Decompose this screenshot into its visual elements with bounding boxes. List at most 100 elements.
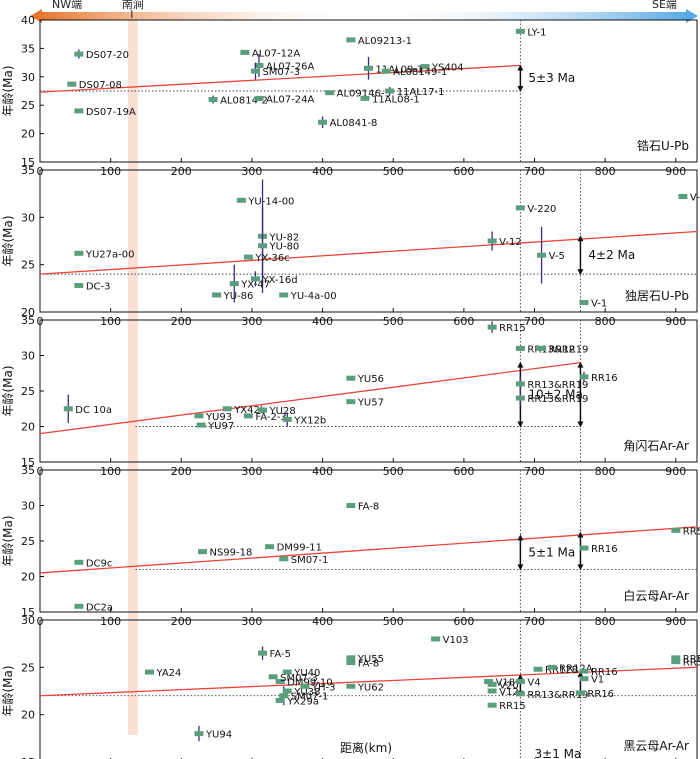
y-tick-label: 25 xyxy=(21,661,35,674)
data-point xyxy=(487,238,497,244)
data-point xyxy=(537,345,547,351)
x-tick-label: 600 xyxy=(453,315,474,328)
point-label: YU94 xyxy=(205,730,232,741)
point-label: YX12b xyxy=(293,415,326,426)
data-point xyxy=(487,702,497,708)
y-tick-label: 35 xyxy=(21,42,35,55)
y-tick-label: 25 xyxy=(21,385,35,398)
data-point xyxy=(515,381,525,387)
point-label: 11AL09-1 xyxy=(376,64,424,75)
nanjian-band xyxy=(127,20,138,735)
point-label: V-12 xyxy=(499,237,522,248)
y-tick-label: 20 xyxy=(21,421,35,434)
point-label: YX-16d xyxy=(261,275,297,286)
data-point xyxy=(275,697,285,703)
x-tick-label: 900 xyxy=(665,465,686,478)
data-point xyxy=(194,731,204,737)
se-label: SE端 xyxy=(652,0,677,11)
arrow-up-icon xyxy=(577,361,584,368)
point-label: FA-8 xyxy=(358,659,379,670)
y-tick-label: 30 xyxy=(21,71,35,84)
y-tick-label: 15 xyxy=(21,606,35,619)
se-gradient-bar xyxy=(370,12,686,20)
point-label: AL0841-8 xyxy=(330,118,378,129)
x-tick-label: 700 xyxy=(524,315,545,328)
data-point xyxy=(484,679,494,685)
nw-label: NW端 xyxy=(52,0,82,11)
data-point xyxy=(575,690,585,696)
x-tick-label: 200 xyxy=(171,315,192,328)
point-label: YU27a-00 xyxy=(85,249,135,260)
y-tick-label: 15 xyxy=(21,756,35,759)
point-label: RR15 xyxy=(499,323,526,334)
x-tick-label: 300 xyxy=(241,165,262,178)
x-tick-label: 500 xyxy=(383,165,404,178)
point-label: DC-3 xyxy=(86,281,111,292)
data-point xyxy=(385,88,395,94)
y-axis-label: 年龄(Ma) xyxy=(1,215,15,266)
data-point xyxy=(381,68,391,74)
data-point xyxy=(579,676,589,682)
point-label: V-5 xyxy=(549,251,565,262)
x-tick-label: 300 xyxy=(241,465,262,478)
y-tick-label: 30 xyxy=(21,211,35,224)
data-point xyxy=(360,95,370,101)
x-tick-label: 400 xyxy=(312,465,333,478)
x-tick-label: 900 xyxy=(665,315,686,328)
data-point xyxy=(74,51,84,57)
panel-frame xyxy=(39,469,698,613)
x-tick-label: 900 xyxy=(665,165,686,178)
data-point xyxy=(63,406,73,412)
point-label: DS07-19A xyxy=(86,107,136,118)
y-tick-label: 15 xyxy=(21,156,35,169)
arrow-down-icon xyxy=(517,421,524,428)
y-tick-label: 40 xyxy=(21,14,35,27)
panel-title: 角闪石Ar-Ar xyxy=(623,439,689,453)
data-point xyxy=(487,681,497,687)
x-tick-label: 800 xyxy=(595,165,616,178)
data-point xyxy=(254,62,264,68)
point-label: SM07-3 xyxy=(280,673,318,684)
point-label: AL08149-1 xyxy=(393,67,447,78)
data-point xyxy=(300,683,310,689)
arrow-down-icon xyxy=(577,269,584,276)
x-tick-label: 600 xyxy=(453,615,474,628)
point-label: YU-4a-00 xyxy=(290,291,337,302)
panel-title: 锆石U-Pb xyxy=(637,139,689,153)
point-label: YU-86 xyxy=(223,291,254,302)
point-label: YU40 xyxy=(293,668,320,679)
panel-title: 黑云母Ar-Ar xyxy=(623,739,689,753)
point-label: DM99-10 xyxy=(287,678,332,689)
data-point xyxy=(346,655,356,661)
point-label: NS99-18 xyxy=(209,548,252,559)
point-label: YU97 xyxy=(207,421,234,432)
data-point xyxy=(420,64,430,70)
x-tick-label: 400 xyxy=(312,315,333,328)
point-label: 11AL17-1 xyxy=(397,87,445,98)
point-label: YU38 xyxy=(293,687,320,698)
data-point xyxy=(346,683,356,689)
y-tick-label: 20 xyxy=(21,571,35,584)
data-point xyxy=(678,194,688,200)
data-point xyxy=(279,556,289,562)
point-label: FA-8 xyxy=(358,502,379,513)
y-axis-label: 年龄(Ma) xyxy=(1,365,15,416)
point-label: RR16 xyxy=(591,544,618,555)
data-point xyxy=(74,603,84,609)
arrow-down-icon xyxy=(517,86,524,92)
arrow-down-icon xyxy=(577,564,584,571)
x-tick-label: 700 xyxy=(524,465,545,478)
point-label: YU57 xyxy=(357,398,384,409)
chart-panel-5: 152025300100200300400500600700800900年龄(M… xyxy=(1,614,700,759)
point-label: RR58C xyxy=(683,658,700,669)
data-point xyxy=(74,250,84,256)
point-label: V18 xyxy=(496,678,516,689)
arrow-down-icon xyxy=(577,421,584,428)
offset-label: 5±1 Ma xyxy=(528,545,575,559)
arrow-up-icon xyxy=(577,235,584,242)
data-point xyxy=(254,95,264,101)
data-point xyxy=(282,416,292,422)
data-point xyxy=(243,413,253,419)
point-label: RR58C xyxy=(683,526,700,537)
